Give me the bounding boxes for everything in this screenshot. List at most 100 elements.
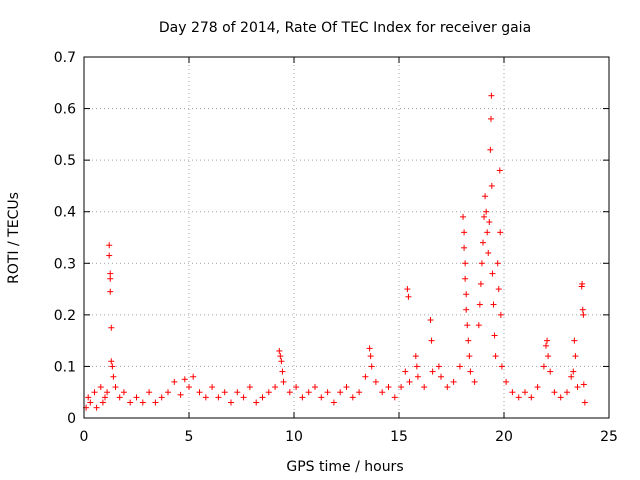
data-point: [444, 384, 451, 391]
data-point: [462, 275, 469, 282]
data-point: [568, 373, 575, 380]
data-point: [428, 337, 435, 344]
y-tick-label: 0.6: [54, 102, 76, 118]
data-point: [579, 306, 586, 313]
data-point: [259, 394, 266, 401]
data-point: [551, 389, 558, 396]
data-point: [545, 353, 552, 360]
data-point: [413, 363, 420, 370]
data-point: [570, 368, 577, 375]
data-point: [503, 378, 510, 385]
data-point: [498, 363, 505, 370]
data-point: [482, 193, 489, 200]
data-point: [476, 301, 483, 308]
y-tick-label: 0.4: [54, 205, 76, 221]
data-point: [489, 270, 496, 277]
data-point: [581, 399, 588, 406]
data-point: [572, 353, 579, 360]
data-point: [305, 389, 312, 396]
data-point: [466, 353, 473, 360]
data-point: [85, 394, 92, 401]
y-tick-label: 0.2: [54, 308, 76, 324]
data-point: [481, 213, 488, 220]
data-point: [544, 337, 551, 344]
data-point: [366, 345, 373, 352]
data-point: [91, 389, 98, 396]
data-point: [106, 252, 113, 259]
data-point: [497, 311, 504, 318]
data-point: [104, 389, 111, 396]
data-point: [435, 363, 442, 370]
data-point: [146, 389, 153, 396]
data-point: [362, 373, 369, 380]
data-point: [463, 306, 470, 313]
data-point: [528, 394, 535, 401]
data-point: [540, 363, 547, 370]
data-point: [276, 347, 283, 354]
data-point: [107, 288, 114, 295]
data-point: [280, 378, 287, 385]
data-points: [83, 92, 588, 411]
data-point: [515, 394, 522, 401]
data-point: [490, 301, 497, 308]
data-point: [494, 260, 501, 267]
data-point: [318, 394, 325, 401]
data-point: [221, 389, 228, 396]
data-point: [487, 115, 494, 122]
data-point: [495, 286, 502, 293]
plot-frame: [83, 56, 610, 419]
x-axis-label: GPS time / hours: [286, 459, 403, 475]
y-axis-label: ROTI / TECUs: [6, 192, 22, 284]
data-point: [87, 399, 94, 406]
data-point: [127, 399, 134, 406]
data-point: [543, 342, 549, 349]
data-point: [579, 280, 586, 287]
data-point: [116, 394, 123, 401]
data-point: [228, 399, 234, 406]
data-point: [571, 337, 578, 344]
data-point: [385, 384, 392, 391]
data-point: [110, 373, 117, 380]
y-tick-label: 0: [67, 411, 76, 427]
y-tick-label: 0.1: [54, 359, 76, 375]
data-point: [202, 394, 209, 401]
data-point: [484, 229, 491, 236]
data-point: [478, 260, 485, 267]
data-point: [99, 399, 106, 406]
data-point: [488, 92, 495, 99]
data-point: [496, 167, 503, 174]
data-point: [286, 389, 293, 396]
data-point: [464, 322, 471, 329]
data-point: [272, 384, 279, 391]
x-tick-label: 5: [185, 429, 194, 445]
data-point: [109, 363, 116, 370]
data-point: [450, 378, 457, 385]
data-point: [487, 146, 494, 153]
x-tick-label: 10: [285, 429, 303, 445]
data-point: [491, 332, 498, 339]
data-point: [461, 229, 468, 236]
data-point: [158, 394, 165, 401]
data-point: [471, 378, 478, 385]
data-point: [412, 353, 419, 360]
data-point: [574, 384, 581, 391]
data-point: [402, 368, 409, 375]
data-point: [356, 389, 363, 396]
data-point: [492, 353, 499, 360]
data-point: [421, 384, 428, 391]
data-point: [534, 384, 541, 391]
data-point: [177, 391, 184, 398]
data-point: [139, 399, 146, 406]
data-point: [398, 384, 405, 391]
data-point: [181, 376, 188, 383]
data-point: [522, 389, 528, 396]
x-tick-label: 25: [600, 429, 618, 445]
grid: [84, 57, 609, 418]
x-tick-label: 15: [390, 429, 408, 445]
data-point: [483, 208, 490, 215]
data-point: [215, 394, 222, 401]
data-point: [497, 229, 504, 236]
data-point: [312, 384, 318, 391]
data-point: [391, 394, 398, 401]
